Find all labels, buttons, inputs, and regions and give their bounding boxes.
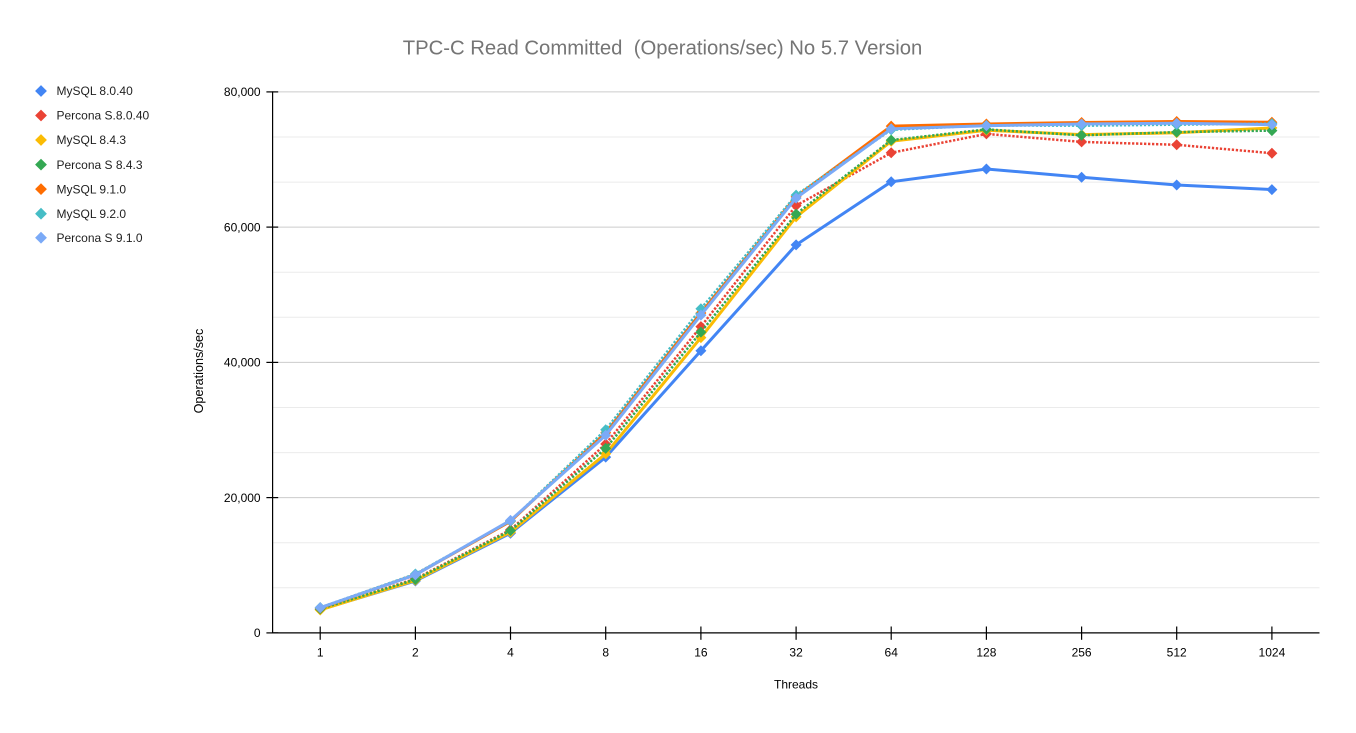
svg-text:1024: 1024 (1259, 646, 1286, 660)
svg-text:MySQL 8.0.40: MySQL 8.0.40 (57, 84, 134, 98)
svg-text:8: 8 (602, 646, 609, 660)
svg-text:32: 32 (789, 646, 803, 660)
svg-text:MySQL 9.2.0: MySQL 9.2.0 (57, 207, 127, 221)
svg-text:TPC-C Read Committed (Operati: TPC-C Read Committed (Operations/sec) No… (403, 38, 923, 60)
svg-text:64: 64 (885, 646, 899, 660)
svg-text:Percona S 8.4.3: Percona S 8.4.3 (57, 158, 143, 172)
svg-text:Operations/sec: Operations/sec (192, 329, 206, 414)
svg-text:Percona S.8.0.40: Percona S.8.0.40 (57, 109, 150, 123)
svg-text:Percona S 9.1.0: Percona S 9.1.0 (57, 231, 143, 245)
svg-text:128: 128 (976, 646, 996, 660)
svg-text:MySQL 8.4.3: MySQL 8.4.3 (57, 133, 127, 147)
svg-text:MySQL 9.1.0: MySQL 9.1.0 (57, 182, 127, 196)
svg-text:Threads: Threads (774, 677, 818, 691)
svg-text:16: 16 (694, 646, 708, 660)
svg-text:1: 1 (317, 646, 324, 660)
svg-text:512: 512 (1167, 646, 1187, 660)
svg-text:80,000: 80,000 (224, 85, 261, 99)
svg-text:2: 2 (412, 646, 419, 660)
svg-text:20,000: 20,000 (224, 491, 261, 505)
svg-text:60,000: 60,000 (224, 220, 261, 234)
svg-text:4: 4 (507, 646, 514, 660)
svg-text:40,000: 40,000 (224, 356, 261, 370)
svg-text:0: 0 (254, 626, 261, 640)
svg-text:256: 256 (1072, 646, 1092, 660)
